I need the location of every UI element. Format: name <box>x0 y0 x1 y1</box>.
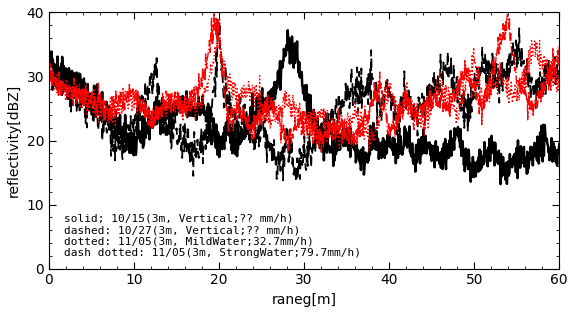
X-axis label: raneg[m]: raneg[m] <box>271 293 336 307</box>
Y-axis label: reflectivity[dBZ]: reflectivity[dBZ] <box>7 84 21 197</box>
Text: solid; 10/15(3m, Vertical;?? mm/h)
dashed: 10/27(3m, Vertical;?? mm/h)
dotted: 1: solid; 10/15(3m, Vertical;?? mm/h) dashe… <box>64 214 361 258</box>
